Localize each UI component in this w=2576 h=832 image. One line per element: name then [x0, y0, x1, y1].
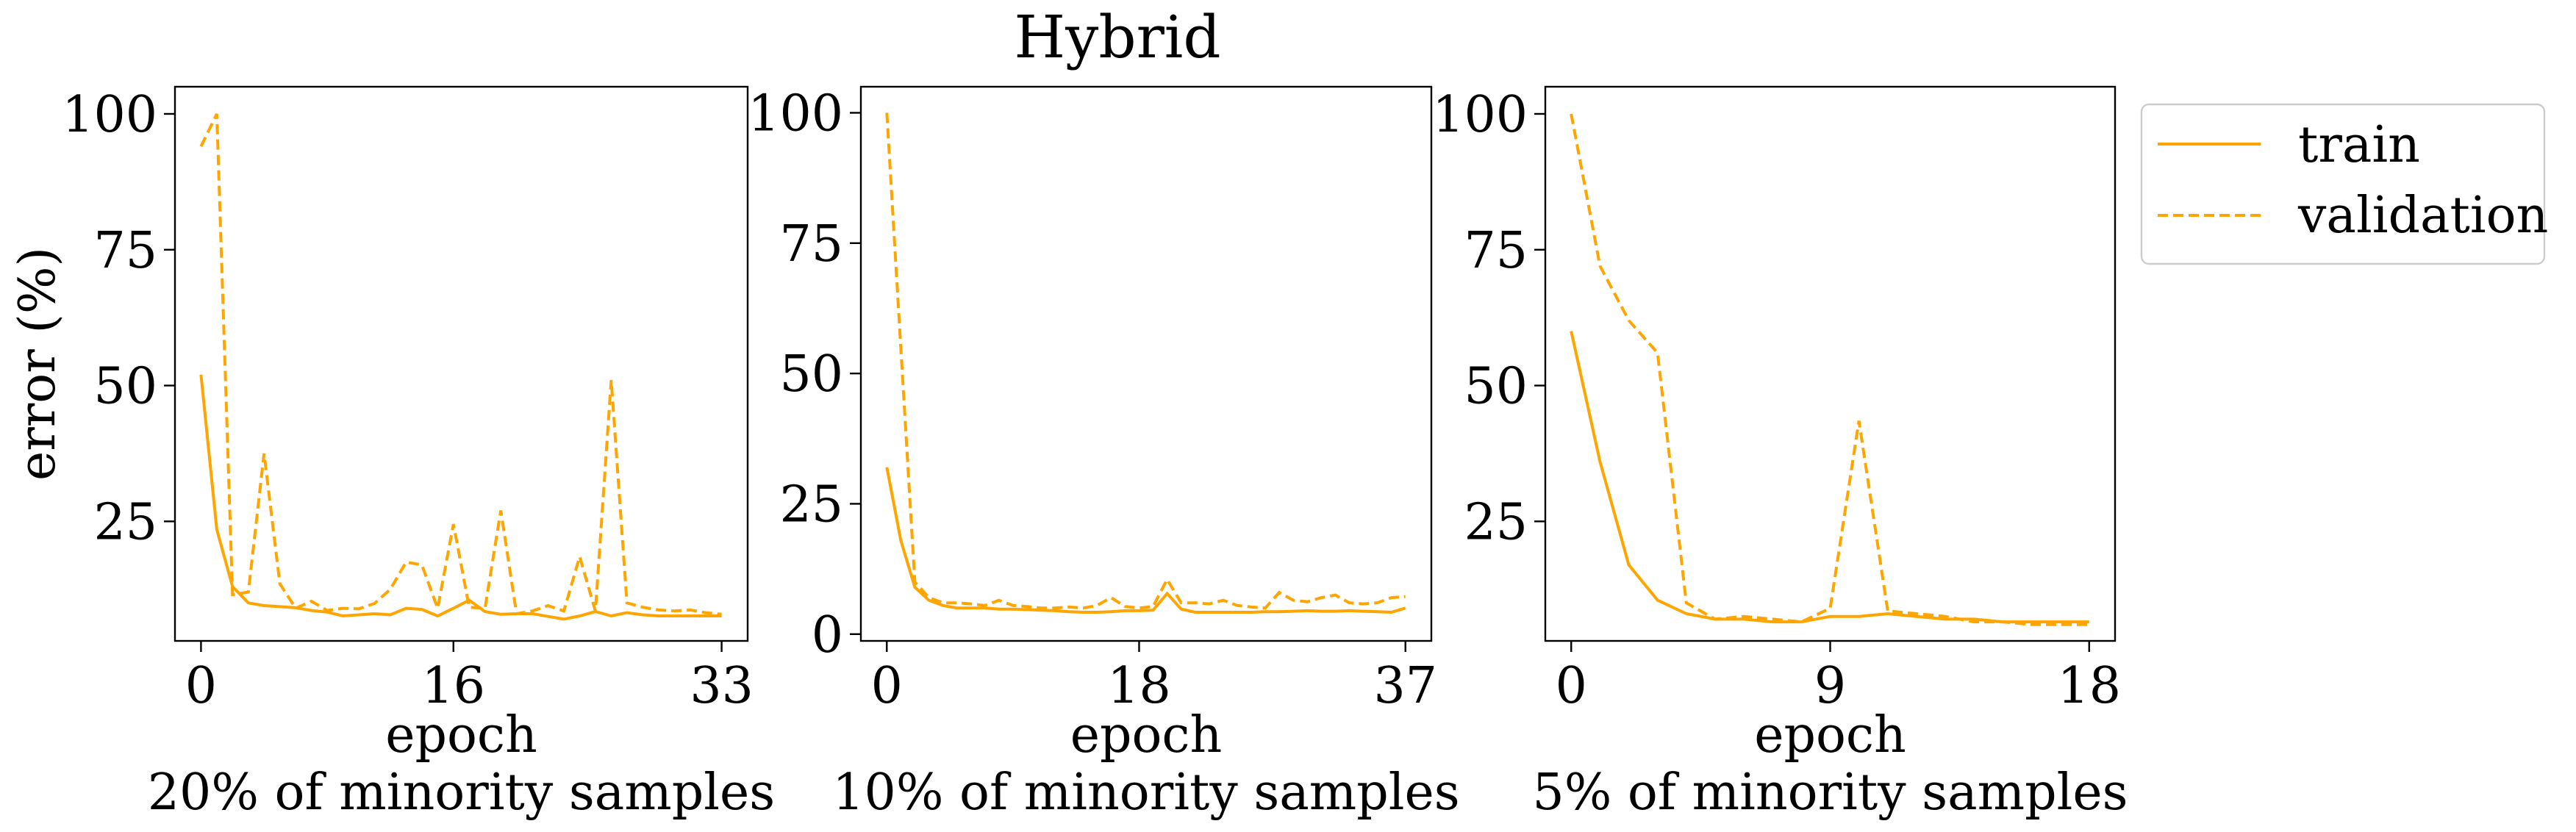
x-tick-label: 0	[871, 657, 903, 715]
series-train-line	[1570, 331, 2089, 624]
axes-frame	[173, 85, 749, 642]
x-tick-label: 37	[1373, 657, 1437, 715]
y-tick-label: 100	[748, 85, 843, 143]
x-axis-sublabel: 5% of minority samples	[1532, 764, 2128, 822]
y-axis-label: error (%)	[9, 247, 67, 481]
y-tick-label: 75	[93, 222, 157, 280]
series-validation-line	[1570, 113, 2089, 626]
y-tick-label: 75	[779, 215, 843, 273]
y-tick-label: 50	[779, 345, 843, 404]
axes-frame	[859, 85, 1433, 642]
series-validation-line	[199, 113, 722, 616]
series-train-line	[885, 467, 1406, 614]
x-tick-label: 16	[422, 657, 486, 715]
x-tick-label: 33	[690, 657, 754, 715]
x-axis-sublabel: 20% of minority samples	[148, 764, 775, 822]
x-tick-label: 0	[185, 657, 217, 715]
legend-validation-label: validation	[2297, 187, 2548, 245]
y-tick-label: 25	[1464, 493, 1528, 551]
x-tick-label: 0	[1556, 657, 1587, 715]
y-tick-label: 50	[1464, 358, 1528, 416]
axes-frame	[1544, 85, 2117, 642]
y-tick-label: 50	[93, 358, 157, 416]
y-tick-label: 25	[93, 493, 157, 551]
legend: train validation	[2140, 103, 2548, 265]
series-train-line	[199, 374, 722, 621]
x-tick-label: 18	[2058, 657, 2122, 715]
y-tick-label: 100	[62, 86, 157, 144]
y-tick-label: 75	[1464, 222, 1528, 280]
x-axis-label: epoch	[1070, 706, 1223, 764]
x-tick-label: 18	[1107, 657, 1171, 715]
figure-title: Hybrid	[1014, 3, 1220, 71]
legend-train-label: train	[2298, 116, 2420, 174]
y-tick-label: 0	[812, 606, 843, 664]
y-tick-label: 25	[779, 476, 843, 534]
x-axis-label: epoch	[1754, 706, 1906, 764]
x-tick-label: 9	[1814, 657, 1846, 715]
series-validation-line	[885, 112, 1406, 610]
x-axis-label: epoch	[385, 706, 537, 764]
x-axis-sublabel: 10% of minority samples	[832, 764, 1459, 822]
y-tick-label: 100	[1432, 86, 1528, 144]
